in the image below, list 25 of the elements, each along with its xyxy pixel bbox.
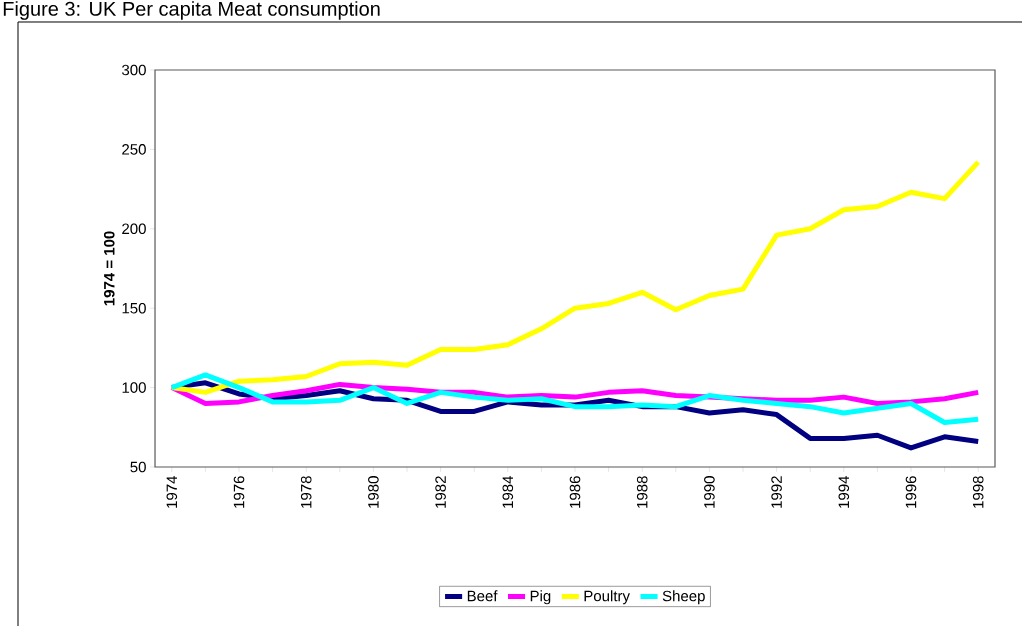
legend-label: Poultry [584,590,630,605]
chart-title: Figure 3: UK Per capita Meat consumption [3,1,380,20]
x-tick-label: 1998 [972,476,984,508]
legend-label: Sheep [662,590,705,605]
y-tick-label: 50 [130,461,146,473]
x-tick-label: 1992 [771,476,782,508]
y-tick-label: 150 [122,302,146,314]
y-tick-label: 250 [122,144,146,155]
x-tick-label: 1980 [368,476,379,508]
x-tick-label: 1990 [704,476,715,508]
x-tick-label: 1986 [569,476,581,508]
y-tick-label: 100 [122,382,146,393]
x-tick-label: 1976 [233,476,245,508]
x-tick-label: 1984 [502,475,514,508]
x-tick-label: 1982 [435,476,446,508]
legend-label: Beef [467,590,498,602]
y-tick-label: 300 [122,64,146,76]
x-tick-label: 1974 [166,475,178,508]
x-tick-label: 1996 [905,476,917,508]
x-tick-label: 1978 [300,476,312,508]
x-tick-label: 1994 [838,475,850,508]
legend-label: Pig [530,590,551,605]
y-axis-title: 1974 = 100 [103,231,115,306]
y-tick-label: 200 [122,223,146,235]
x-tick-label: 1988 [636,476,648,508]
